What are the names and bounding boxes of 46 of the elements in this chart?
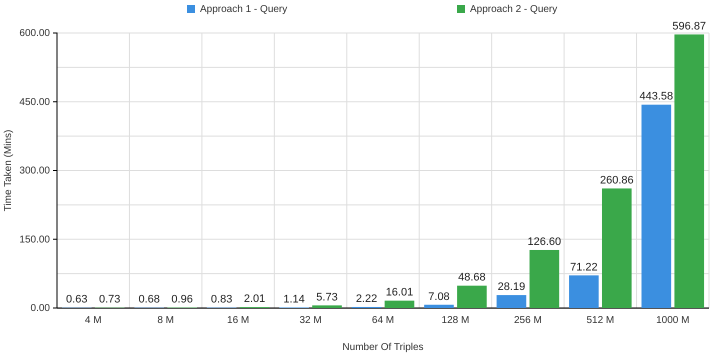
bar <box>424 304 454 308</box>
text: 0.83 <box>210 294 232 306</box>
text: 71.22 <box>570 261 598 274</box>
bar <box>496 295 526 308</box>
text: 443.58 <box>639 90 674 103</box>
legend-label: Approach 2 - Query <box>470 4 558 15</box>
bar <box>569 275 599 308</box>
text: 16.01 <box>386 286 414 299</box>
text: 7.08 <box>428 290 450 303</box>
y-tick-label: 450.00 <box>19 96 50 108</box>
x-tick-label: 128 M <box>442 315 470 326</box>
text: 5.73 <box>316 291 338 304</box>
text: 0.63 <box>66 294 88 306</box>
x-tick-label: 256 M <box>514 315 542 326</box>
bar <box>530 250 560 308</box>
text: 260.86 <box>600 174 634 186</box>
bar <box>312 305 342 308</box>
y-axis-title: Time Taken (Mins) <box>3 130 14 212</box>
x-tick-label: 1000 M <box>656 315 690 326</box>
text: 2.22 <box>356 292 378 305</box>
x-axis-title: Number Of Triples <box>342 342 424 353</box>
bar <box>674 34 704 308</box>
bar <box>457 286 487 308</box>
text: 596.87 <box>672 20 706 32</box>
x-tick-label: 64 M <box>372 315 394 326</box>
x-tick-label: 512 M <box>586 315 614 326</box>
text: 0.68 <box>138 294 160 306</box>
bar <box>602 188 632 308</box>
text: 0.96 <box>171 294 193 306</box>
x-tick-label: 32 M <box>299 315 322 326</box>
text: 48.68 <box>458 272 486 284</box>
text: 2.01 <box>244 293 266 306</box>
x-tick-label: 8 M <box>157 315 174 326</box>
x-tick-label: 4 M <box>84 315 102 326</box>
y-tick-label: 150.00 <box>19 234 50 246</box>
y-tick-label: 300.00 <box>19 166 50 177</box>
legend-label: Approach 1 - Query <box>200 4 288 15</box>
y-tick-label: 0.00 <box>30 303 50 314</box>
bar <box>384 300 414 308</box>
y-tick-label: 600.00 <box>19 28 50 40</box>
text: 28.19 <box>498 281 526 294</box>
x-tick-label: 16 M <box>226 315 250 326</box>
text: 126.60 <box>528 236 562 248</box>
text: 0.73 <box>98 294 120 306</box>
text: 1.14 <box>283 293 305 306</box>
bar <box>641 104 672 308</box>
